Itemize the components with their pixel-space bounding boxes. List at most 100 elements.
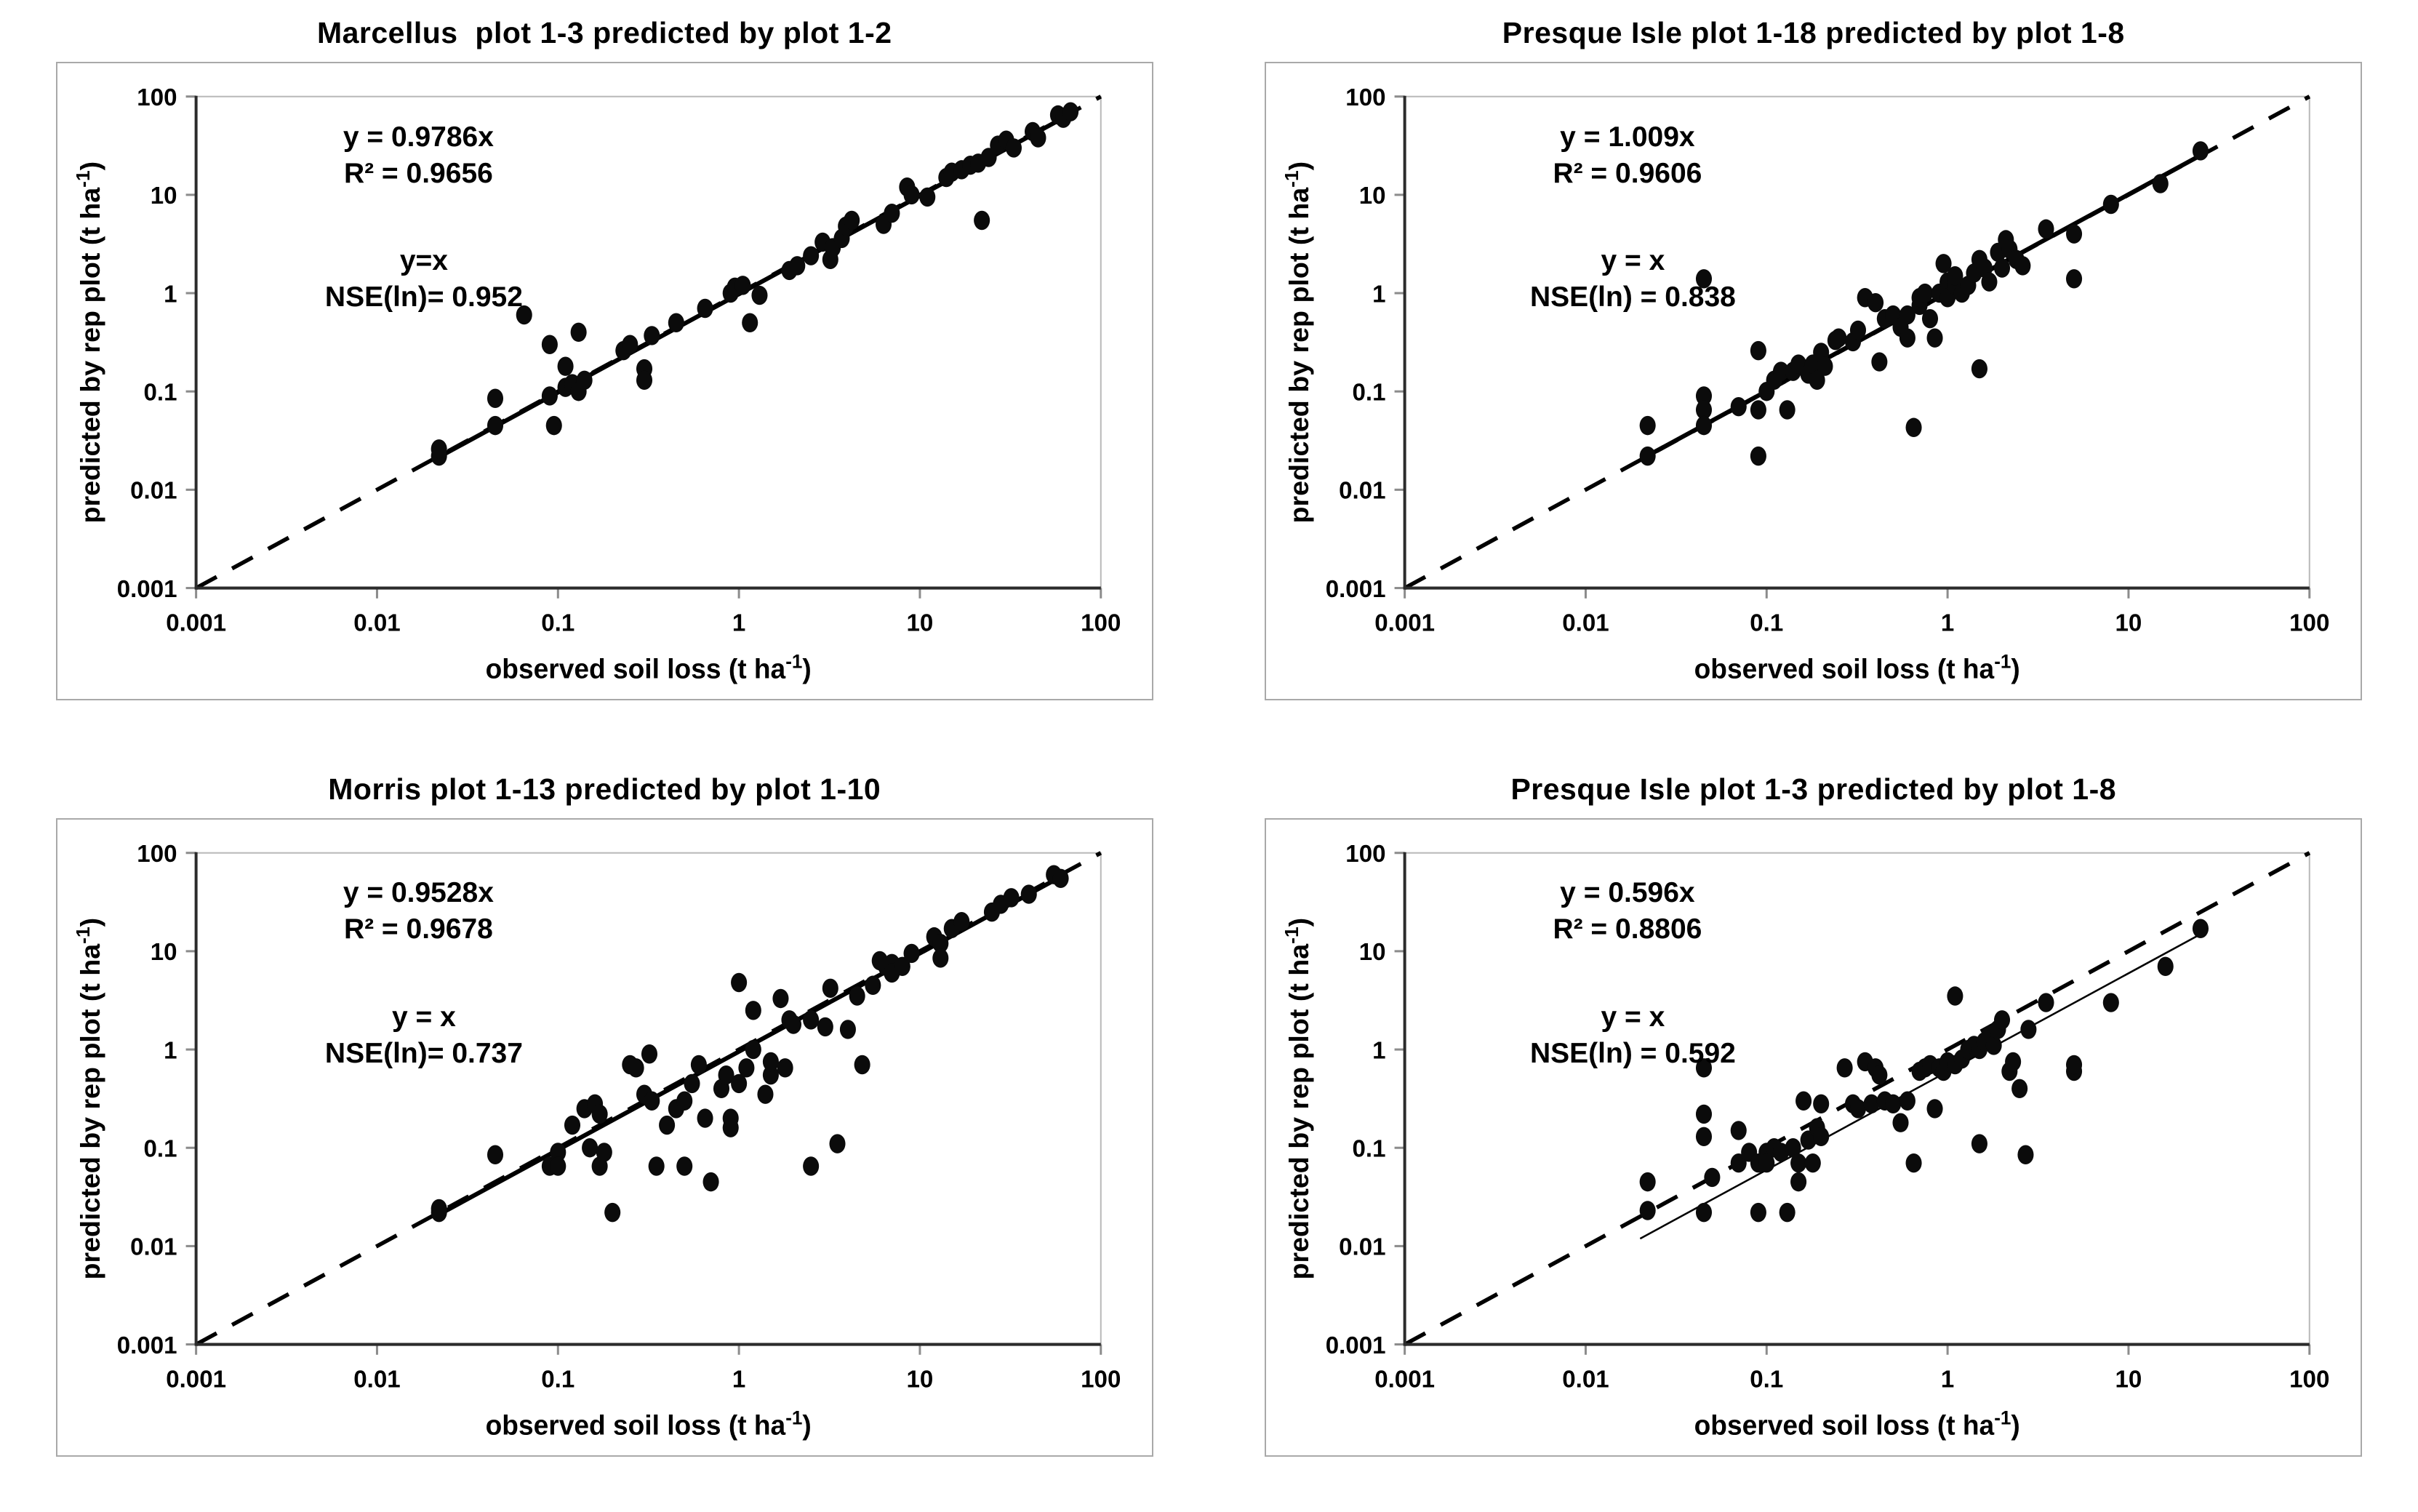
data-point — [684, 1073, 700, 1093]
x-tick-label: 1 — [1941, 609, 1954, 636]
data-point — [628, 1057, 644, 1078]
x-tick-label: 0.001 — [166, 1366, 226, 1393]
data-point — [591, 1104, 608, 1124]
data-point — [1905, 417, 1922, 437]
data-point — [1030, 128, 1046, 148]
data-point — [487, 388, 503, 408]
data-point — [676, 1091, 692, 1111]
data-point — [1790, 1153, 1807, 1172]
data-point — [2038, 219, 2054, 239]
data-point — [570, 322, 587, 343]
fit-equation: y = 0.596x — [1560, 877, 1695, 909]
data-point — [1773, 361, 1790, 381]
fit-r2: R² = 0.8806 — [1553, 913, 1702, 945]
data-point — [1639, 446, 1656, 466]
data-point — [980, 148, 997, 167]
data-point — [1871, 1065, 1888, 1084]
data-point — [2066, 269, 2083, 289]
data-point — [802, 1009, 819, 1030]
data-point — [762, 1052, 779, 1071]
data-point — [1850, 1098, 1867, 1119]
data-point — [730, 972, 747, 992]
y-tick-label: 0.01 — [1339, 477, 1385, 504]
x-tick-label: 0.1 — [1750, 609, 1784, 636]
x-axis-label: observed soil loss (t ha-1) — [485, 650, 811, 684]
x-tick-label: 0.1 — [541, 609, 575, 636]
data-point — [1790, 1172, 1807, 1191]
y-tick-label: 0.001 — [1326, 576, 1386, 603]
data-point — [903, 943, 920, 963]
data-point — [431, 1199, 447, 1218]
data-point — [1899, 328, 1916, 348]
data-point — [541, 335, 558, 354]
data-point — [1947, 985, 1963, 1006]
x-tick-label: 0.001 — [1374, 1366, 1435, 1393]
data-point — [1696, 386, 1713, 406]
x-tick-label: 1 — [732, 1366, 745, 1393]
data-point — [431, 439, 447, 459]
y-axis-label: predicted by rep plot (t ha-1) — [72, 917, 105, 1279]
data-point — [604, 1202, 620, 1222]
x-tick-label: 1 — [1941, 1366, 1954, 1393]
data-point — [1899, 1091, 1916, 1111]
data-point — [1779, 1202, 1796, 1222]
data-point — [644, 326, 660, 345]
data-point — [1813, 1127, 1830, 1146]
scatter-plot-svg: 0.001 0.001 0.01 0.01 0.1 0.1 1 1 10 10 100 100 obse… — [1281, 840, 2330, 1440]
data-point — [745, 1000, 761, 1020]
fit-line — [1640, 932, 2201, 1239]
data-point — [557, 356, 574, 376]
data-point — [1817, 356, 1833, 376]
y-tick-label: 100 — [137, 84, 177, 111]
data-point — [1750, 340, 1767, 361]
data-point — [1971, 359, 1988, 379]
data-point — [777, 1057, 793, 1078]
fit-r2: R² = 0.9678 — [343, 913, 493, 945]
data-point — [2193, 141, 2209, 161]
y-axis-label: predicted by rep plot (t ha-1) — [1281, 161, 1315, 524]
chart-panel: 0.001 0.001 0.01 0.01 0.1 0.1 1 1 10 10 100 100 obse… — [55, 817, 1153, 1457]
data-point — [487, 1145, 503, 1164]
x-tick-label: 10 — [2115, 1366, 2142, 1393]
data-point — [785, 1014, 801, 1034]
nse-value: NSE(ln)= 0.952 — [324, 281, 523, 313]
data-point — [865, 975, 881, 995]
data-point — [730, 1073, 747, 1093]
data-point — [1785, 1137, 1801, 1157]
data-point — [1981, 272, 1998, 292]
data-point — [1005, 138, 1022, 158]
y-tick-label: 0.1 — [143, 379, 177, 406]
y-tick-label: 0.01 — [130, 477, 177, 504]
data-point — [1696, 1104, 1713, 1124]
x-tick-label: 0.01 — [353, 609, 400, 636]
data-point — [2103, 194, 2120, 215]
data-point — [802, 246, 819, 265]
x-tick-label: 0.1 — [1750, 1366, 1784, 1393]
x-tick-label: 0.01 — [1562, 1366, 1609, 1393]
data-point — [722, 1117, 739, 1137]
data-point — [2157, 956, 2174, 976]
data-point — [1730, 396, 1748, 417]
data-point — [829, 1133, 846, 1153]
data-point — [757, 1084, 774, 1104]
fit-equation: y = 0.9528x — [343, 877, 494, 909]
data-point — [564, 1115, 580, 1135]
identity-annotation: y = x NSE(ln) = 0.838 — [1530, 243, 1736, 316]
chart-cell-morris: Morris plot 1-13 predicted by plot 1-10 … — [0, 756, 1209, 1512]
data-point — [1994, 1009, 2011, 1030]
data-point — [1730, 1153, 1748, 1172]
data-point — [1892, 1113, 1909, 1132]
y-tick-label: 0.01 — [1339, 1233, 1385, 1260]
data-point — [1926, 328, 1943, 348]
identity-annotation: y = x NSE(ln) = 0.592 — [1530, 999, 1736, 1072]
data-point — [802, 1156, 819, 1176]
data-point — [1809, 370, 1825, 391]
data-point — [1935, 254, 1952, 273]
x-tick-label: 1 — [732, 609, 745, 636]
data-point — [822, 978, 838, 998]
fit-equation: y = 0.9786x — [343, 121, 494, 153]
x-tick-label: 100 — [1081, 1366, 1121, 1393]
data-point — [1947, 266, 1963, 286]
chart-title: Presque Isle plot 1-3 predicted by plot … — [1510, 772, 2117, 806]
